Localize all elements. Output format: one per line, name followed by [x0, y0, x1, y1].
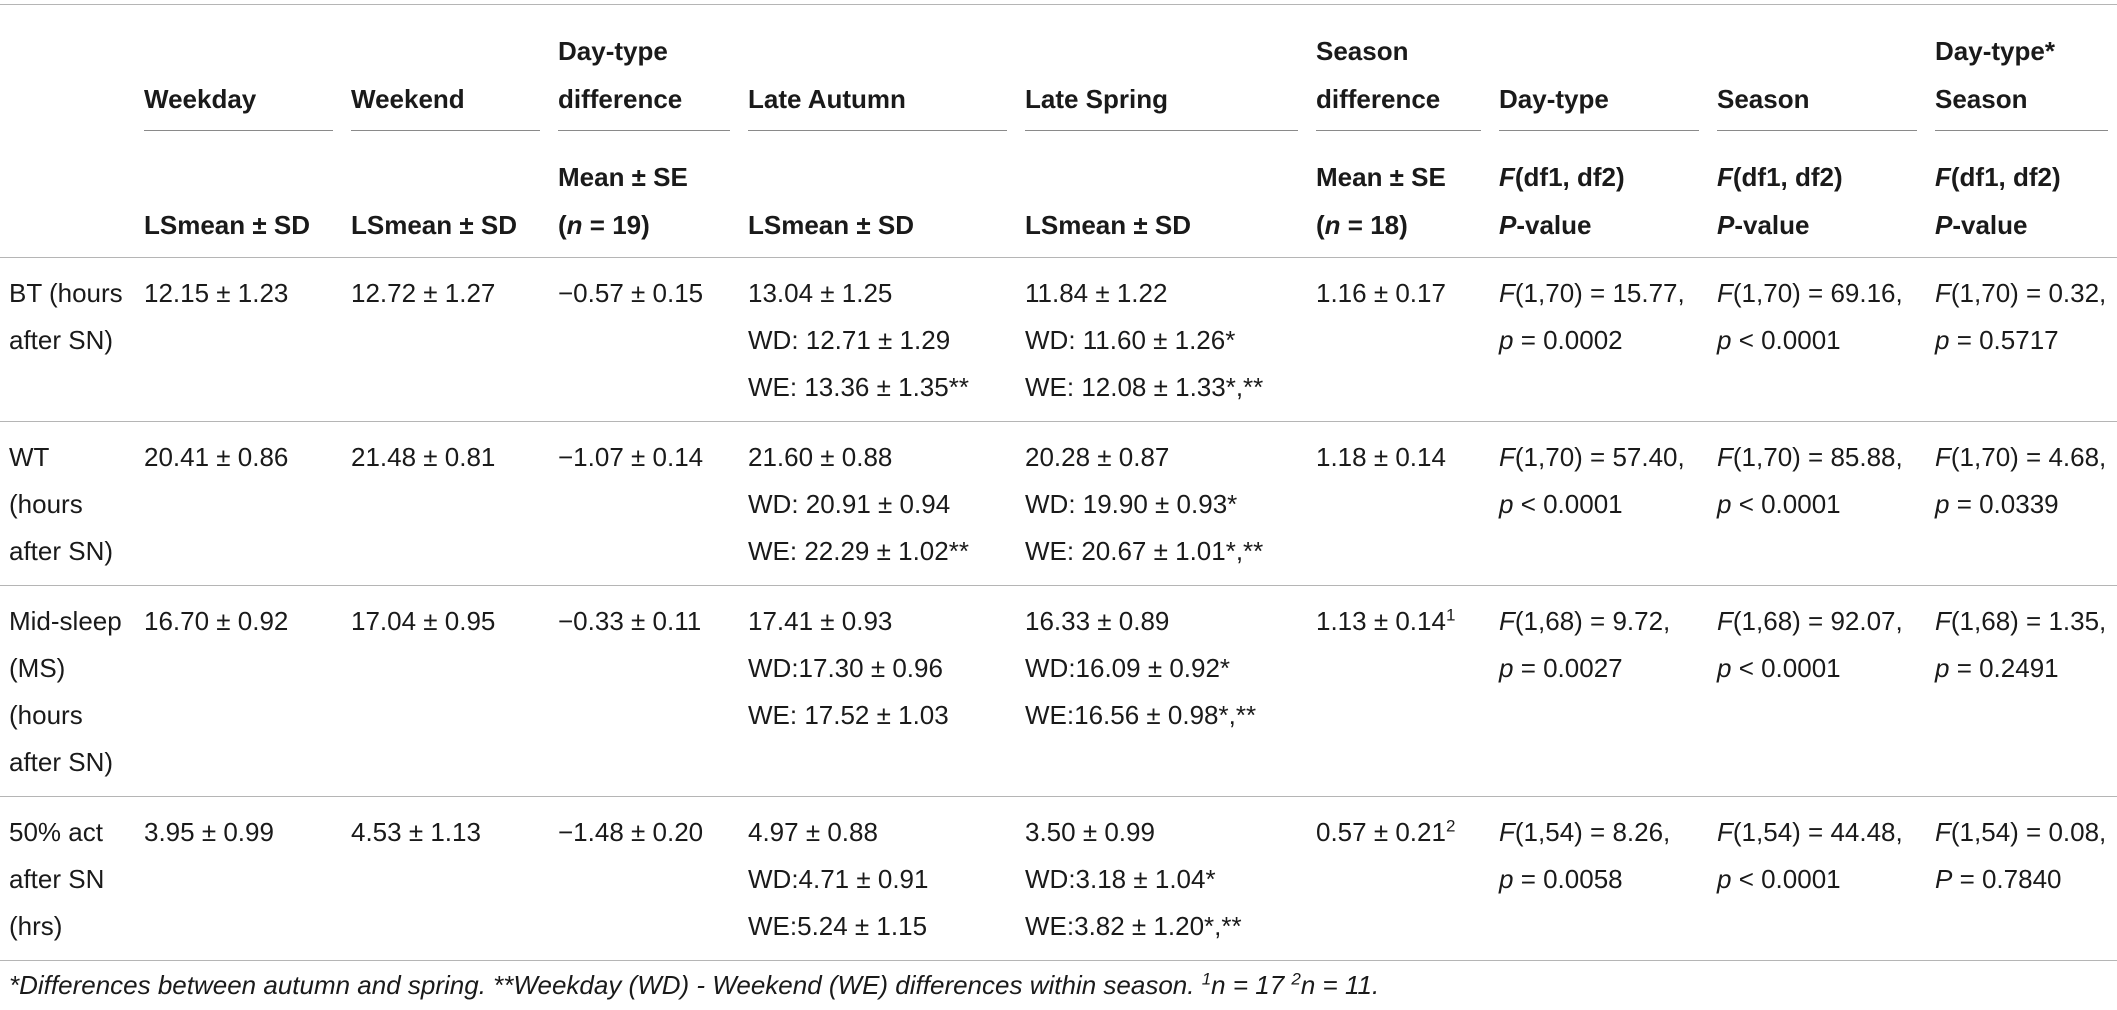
cell-weekend: 21.48 ± 0.81 — [342, 421, 549, 586]
footnote-sup-2: 2 — [1291, 969, 1301, 989]
cell-daytype-f: F(1,70) = 15.77, p = 0.0002 — [1490, 257, 1708, 422]
subheader-mean-se: Mean ± SE — [558, 162, 688, 192]
cell-weekend: 12.72 ± 1.27 — [342, 257, 549, 422]
subheader-f: F(df1, df2) — [1717, 162, 1843, 192]
table-row: 50% act after SN (hrs) 3.95 ± 0.99 4.53 ± … — [0, 796, 2117, 961]
row-label: WT (hours after SN) — [0, 421, 135, 586]
subheader-season-diff: Mean ± SE (n = 18) — [1307, 131, 1490, 258]
subheader-autumn: LSmean ± SD — [739, 131, 1016, 258]
subheader-f: F(df1, df2) — [1499, 162, 1625, 192]
cell-spring: 16.33 ± 0.89 WD:16.09 ± 0.92* WE:16.56 ± 0… — [1016, 585, 1307, 797]
cell-autumn: 13.04 ± 1.25 WD: 12.71 ± 1.29 WE: 13.36 ± … — [739, 257, 1016, 422]
table-row: WT (hours after SN) 20.41 ± 0.86 21.48 ± 0… — [0, 421, 2117, 586]
cell-season-diff: 0.57 ± 0.212 — [1307, 796, 1490, 961]
header-late-autumn: Late Autumn — [739, 5, 1016, 131]
header-weekday: Weekday — [135, 5, 342, 131]
header-season: Season — [1708, 5, 1926, 131]
cell-daytype-diff: −0.33 ± 0.11 — [549, 585, 739, 797]
cell-daytype-f: F(1,68) = 9.72, p = 0.0027 — [1490, 585, 1708, 797]
cell-weekday: 12.15 ± 1.23 — [135, 257, 342, 422]
subheader-n: (n = 19) — [558, 210, 650, 240]
table-top-rule — [0, 4, 2117, 5]
cell-spring: 20.28 ± 0.87 WD: 19.90 ± 0.93* WE: 20.67 ±… — [1016, 421, 1307, 586]
cell-daytype-diff: −0.57 ± 0.15 — [549, 257, 739, 422]
results-table: Weekday Weekend Day-type difference Late… — [0, 5, 2117, 961]
table-footnote: *Differences between autumn and spring. … — [9, 970, 1379, 1001]
footnote-n1: n = 17 — [1211, 970, 1292, 1000]
cell-season-diff: 1.13 ± 0.141 — [1307, 585, 1490, 797]
footnote-n2: n = 11. — [1300, 970, 1380, 1000]
header-season-difference: Season difference — [1307, 5, 1490, 131]
subheader-weekend: LSmean ± SD — [342, 131, 549, 258]
subheader-p: P-value — [1499, 210, 1592, 240]
cell-spring: 3.50 ± 0.99 WD:3.18 ± 1.04* WE:3.82 ± 1.20… — [1016, 796, 1307, 961]
subheader-daytype-f: F(df1, df2) P-value — [1490, 131, 1708, 258]
footnote-main: *Differences between autumn and spring. … — [9, 970, 1202, 1000]
subheader-mean-se: Mean ± SE — [1316, 162, 1446, 192]
cell-season-diff: 1.16 ± 0.17 — [1307, 257, 1490, 422]
header-row-2: LSmean ± SD LSmean ± SD Mean ± SE (n = 19… — [0, 131, 2117, 258]
cell-autumn: 4.97 ± 0.88 WD:4.71 ± 0.91 WE:5.24 ± 1.15 — [739, 796, 1016, 961]
subheader-lsmean: LSmean ± SD — [351, 210, 517, 240]
cell-inter-f: F(1,70) = 4.68, p = 0.0339 — [1926, 421, 2117, 586]
cell-season-diff: 1.18 ± 0.14 — [1307, 421, 1490, 586]
subheader-lsmean: LSmean ± SD — [748, 210, 914, 240]
header-empty — [0, 5, 135, 131]
table-row: Mid-sleep (MS) (hours after SN) 16.70 ± 0.9… — [0, 585, 2117, 797]
table-row: BT (hours after SN) 12.15 ± 1.23 12.72 ± … — [0, 257, 2117, 422]
cell-autumn: 17.41 ± 0.93 WD:17.30 ± 0.96 WE: 17.52 ± 1… — [739, 585, 1016, 797]
subheader-daytype-diff: Mean ± SE (n = 19) — [549, 131, 739, 258]
subheader-empty — [0, 131, 135, 258]
cell-inter-f: F(1,68) = 1.35, p = 0.2491 — [1926, 585, 2117, 797]
cell-season-f: F(1,70) = 85.88, p < 0.0001 — [1708, 421, 1926, 586]
cell-season-f: F(1,70) = 69.16, p < 0.0001 — [1708, 257, 1926, 422]
subheader-lsmean: LSmean ± SD — [1025, 210, 1191, 240]
cell-weekend: 4.53 ± 1.13 — [342, 796, 549, 961]
subheader-p: P-value — [1935, 210, 2028, 240]
header-row-1: Weekday Weekend Day-type difference Late… — [0, 5, 2117, 131]
cell-weekday: 16.70 ± 0.92 — [135, 585, 342, 797]
table-body: BT (hours after SN) 12.15 ± 1.23 12.72 ± … — [0, 257, 2117, 961]
cell-weekend: 17.04 ± 0.95 — [342, 585, 549, 797]
header-weekend: Weekend — [342, 5, 549, 131]
cell-daytype-diff: −1.07 ± 0.14 — [549, 421, 739, 586]
cell-weekday: 3.95 ± 0.99 — [135, 796, 342, 961]
cell-autumn: 21.60 ± 0.88 WD: 20.91 ± 0.94 WE: 22.29 ± … — [739, 421, 1016, 586]
subheader-lsmean: LSmean ± SD — [144, 210, 310, 240]
cell-daytype-f: F(1,54) = 8.26, p = 0.0058 — [1490, 796, 1708, 961]
subheader-p: P-value — [1717, 210, 1810, 240]
footnote-sup-1: 1 — [1201, 969, 1212, 989]
cell-season-f: F(1,54) = 44.48, p < 0.0001 — [1708, 796, 1926, 961]
cell-daytype-f: F(1,70) = 57.40, p < 0.0001 — [1490, 421, 1708, 586]
cell-inter-f: F(1,54) = 0.08, P = 0.7840 — [1926, 796, 2117, 961]
cell-spring: 11.84 ± 1.22 WD: 11.60 ± 1.26* WE: 12.08 ±… — [1016, 257, 1307, 422]
subheader-inter-f: F(df1, df2) P-value — [1926, 131, 2117, 258]
cell-inter-f: F(1,70) = 0.32, p = 0.5717 — [1926, 257, 2117, 422]
subheader-spring: LSmean ± SD — [1016, 131, 1307, 258]
row-label: 50% act after SN (hrs) — [0, 796, 135, 961]
subheader-weekday: LSmean ± SD — [135, 131, 342, 258]
header-late-spring: Late Spring — [1016, 5, 1307, 131]
row-label: Mid-sleep (MS) (hours after SN) — [0, 585, 135, 797]
header-daytype: Day-type — [1490, 5, 1708, 131]
header-interaction: Day-type* Season — [1926, 5, 2117, 131]
header-daytype-difference: Day-type difference — [549, 5, 739, 131]
cell-weekday: 20.41 ± 0.86 — [135, 421, 342, 586]
row-label: BT (hours after SN) — [0, 257, 135, 422]
cell-daytype-diff: −1.48 ± 0.20 — [549, 796, 739, 961]
subheader-n: (n = 18) — [1316, 210, 1408, 240]
subheader-f: F(df1, df2) — [1935, 162, 2061, 192]
subheader-season-f: F(df1, df2) P-value — [1708, 131, 1926, 258]
cell-season-f: F(1,68) = 92.07, p < 0.0001 — [1708, 585, 1926, 797]
